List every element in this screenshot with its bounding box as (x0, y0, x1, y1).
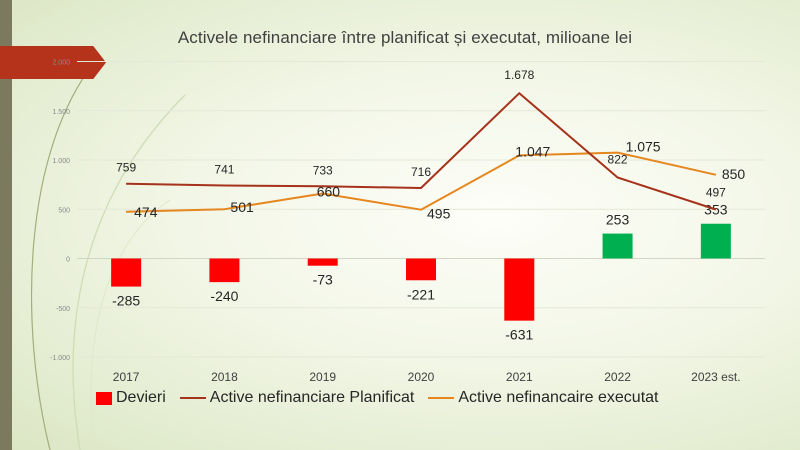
x-tick-label: 2020 (408, 370, 435, 384)
bar-devieri (209, 258, 240, 283)
y-tick-label: -500 (56, 306, 70, 313)
bar-data-label: 353 (704, 202, 728, 218)
line-planned (126, 92, 717, 211)
x-tick-label: 2023 est. (691, 370, 740, 384)
legend-swatch-devieri (96, 391, 112, 405)
y-tick-label: 1.000 (52, 158, 70, 165)
executed-data-label: 495 (427, 206, 451, 222)
line-executed (126, 151, 717, 213)
legend-item-executed: Active nefinancaire executat (428, 389, 658, 407)
planned-data-label: 497 (706, 186, 726, 200)
legend-label-devieri: Devieri (116, 389, 166, 406)
bar-devieri (406, 258, 436, 281)
planned-data-label: 1.678 (504, 68, 534, 82)
planned-data-label: 822 (608, 153, 628, 167)
y-tick-label: 1.500 (52, 109, 70, 116)
executed-data-label: 1.075 (626, 139, 661, 155)
x-tick-label: 2018 (211, 370, 238, 384)
executed-data-label: 501 (230, 199, 254, 215)
bar-devieri (504, 258, 535, 321)
legend-label-planned: Active nefinanciare Planificat (209, 389, 415, 406)
y-tick-label: 0 (66, 257, 70, 264)
bar-data-label: -631 (505, 327, 533, 343)
y-tick-label: 2.000 (52, 60, 70, 67)
planned-data-label: 741 (214, 163, 234, 177)
bar-devieri (700, 223, 731, 259)
planned-data-label: 759 (116, 161, 136, 175)
bar-devieri (111, 258, 142, 287)
executed-data-label: 1.047 (515, 143, 550, 159)
y-tick-label: -1.000 (50, 355, 70, 362)
bar-data-label: -285 (112, 293, 140, 309)
x-tick-label: 2017 (113, 370, 140, 384)
bar-devieri (307, 258, 338, 266)
executed-data-label: 850 (722, 166, 746, 182)
planned-data-label: 716 (411, 165, 431, 179)
bar-data-label: -73 (313, 272, 333, 288)
bar-devieri (602, 233, 633, 259)
title-accent-tab (0, 46, 106, 79)
legend-item-planned: Active nefinanciare Planificat (179, 389, 415, 407)
legend-swatch-planned (179, 397, 206, 399)
bar-data-label: -240 (210, 288, 238, 304)
chart-title: Activele nefinanciare între planificat ș… (177, 28, 633, 47)
x-tick-label: 2019 (309, 370, 336, 384)
x-tick-label: 2022 (604, 370, 631, 384)
y-tick-label: 500 (58, 207, 70, 214)
planned-data-label: 733 (313, 163, 333, 177)
legend-swatch-executed (428, 397, 455, 399)
bar-data-label: 253 (606, 212, 630, 228)
executed-data-label: 660 (317, 183, 341, 199)
executed-data-label: 474 (134, 204, 158, 220)
slide-left-bar (0, 0, 12, 450)
legend-item-devieri: Devieri (96, 389, 166, 407)
legend-label-executed: Active nefinancaire executat (458, 389, 659, 406)
x-tick-label: 2021 (506, 370, 533, 384)
bar-data-label: -221 (407, 286, 435, 302)
chart-legend: Devieri Active nefinanciare Planificat A… (96, 389, 672, 407)
